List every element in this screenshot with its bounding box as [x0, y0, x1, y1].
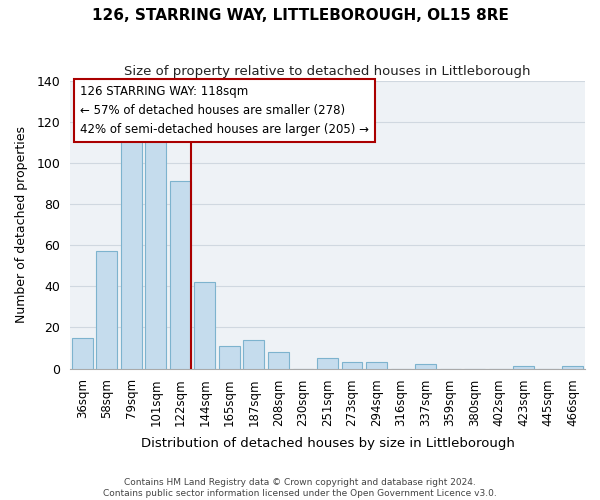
Text: 126 STARRING WAY: 118sqm
← 57% of detached houses are smaller (278)
42% of semi-: 126 STARRING WAY: 118sqm ← 57% of detach…	[80, 85, 369, 136]
Bar	[562, 366, 583, 368]
Bar	[268, 352, 289, 368]
Bar	[72, 338, 92, 368]
Title: Size of property relative to detached houses in Littleborough: Size of property relative to detached ho…	[124, 65, 531, 78]
Bar	[341, 362, 362, 368]
Bar	[194, 282, 215, 368]
Bar	[415, 364, 436, 368]
Bar	[513, 366, 534, 368]
Text: Contains HM Land Registry data © Crown copyright and database right 2024.
Contai: Contains HM Land Registry data © Crown c…	[103, 478, 497, 498]
Bar	[244, 340, 265, 368]
Bar	[145, 126, 166, 368]
Bar	[366, 362, 387, 368]
Text: 126, STARRING WAY, LITTLEBOROUGH, OL15 8RE: 126, STARRING WAY, LITTLEBOROUGH, OL15 8…	[92, 8, 508, 22]
Bar	[121, 134, 142, 368]
Y-axis label: Number of detached properties: Number of detached properties	[15, 126, 28, 323]
X-axis label: Distribution of detached houses by size in Littleborough: Distribution of detached houses by size …	[140, 437, 514, 450]
Bar	[170, 182, 191, 368]
Bar	[317, 358, 338, 368]
Bar	[96, 252, 117, 368]
Bar	[219, 346, 240, 368]
